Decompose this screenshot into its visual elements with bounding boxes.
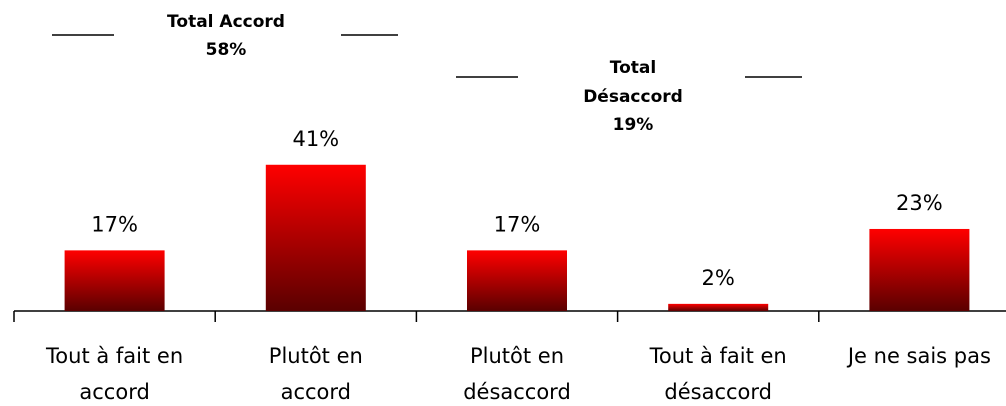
value-label: 2% [702,266,735,290]
bar [467,250,567,311]
bar [869,228,970,311]
value-label: 17% [494,212,541,236]
bar [265,164,366,311]
annotation-title: Total Désaccord [583,58,683,107]
value-label: 41% [292,127,339,151]
x-tick-label: Tout à fait en accord [45,344,183,404]
annotation-value: 19% [613,115,654,135]
x-tick-label: Plutôt en désaccord [463,344,571,404]
annotation-value: 58% [206,40,247,60]
bar [668,303,769,311]
x-tick-label: Tout à fait en désaccord [649,344,787,404]
value-label: 23% [896,191,943,215]
x-tick-label: Plutôt en accord [269,344,363,404]
annotation-title: Total Accord [167,12,285,32]
bar [64,250,165,311]
x-tick-label: Je ne sais pas [846,344,991,368]
value-label: 17% [91,212,138,236]
